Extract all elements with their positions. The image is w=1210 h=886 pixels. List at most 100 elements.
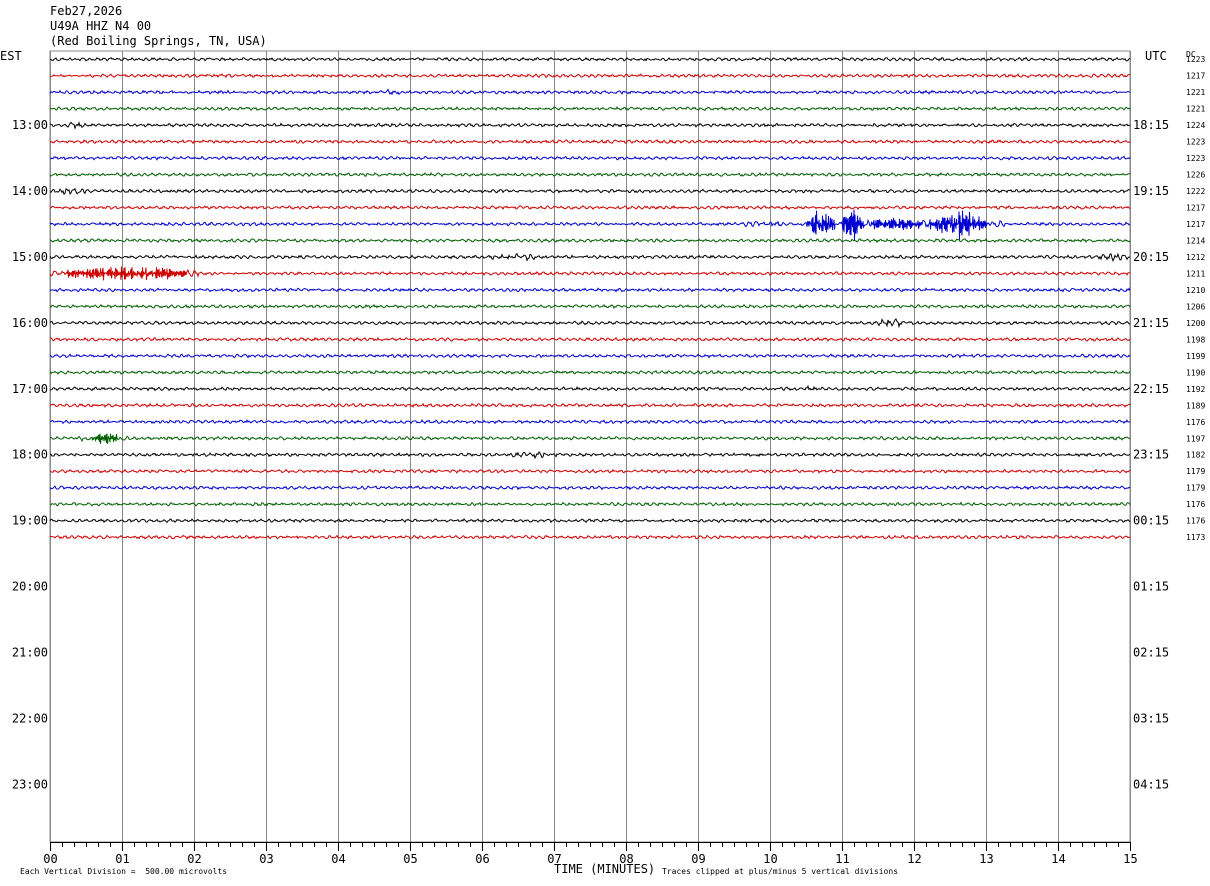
chart-location: (Red Boiling Springs, TN, USA) [50,34,267,48]
dc-offset-label: 1211 [1186,269,1205,278]
x-tick-label: 14 [1051,852,1065,866]
left-hour-label: 16:00 [12,316,48,330]
x-tick-label: 04 [331,852,345,866]
right-hour-label: 02:15 [1133,645,1169,659]
trace-row [49,209,1131,241]
trace-row [49,238,1131,244]
seismic-traces [49,56,1131,540]
right-hour-label: 01:15 [1133,580,1169,594]
dc-offset-label: 1223 [1186,138,1205,147]
trace-row [49,451,1131,460]
dc-offset-label: 1197 [1186,434,1205,443]
dc-offset-label: 1189 [1186,401,1205,410]
dc-offset-label: 1190 [1186,368,1205,377]
x-tick-label: 01 [115,852,129,866]
trace-row [49,106,1131,112]
right-hour-label: 21:15 [1133,316,1169,330]
trace-row [49,534,1131,540]
left-hour-label: 18:00 [12,448,48,462]
left-hour-label: 15:00 [12,250,48,264]
dc-offset-label: 1179 [1186,484,1205,493]
trace-row [49,485,1131,491]
grid-lines [49,50,1131,851]
dc-offset-label: 1217 [1186,220,1205,229]
left-hour-label: 13:00 [12,118,48,132]
x-tick-label: 06 [475,852,489,866]
right-hour-label: 03:15 [1133,711,1169,725]
dc-offset-label: 1221 [1186,88,1205,97]
trace-row [49,336,1131,342]
x-tick-label: 09 [691,852,705,866]
dc-offset-label: 1223 [1186,55,1205,64]
dc-offset-label: 1221 [1186,105,1205,114]
dc-offset-label: 1217 [1186,204,1205,213]
trace-row [49,318,1131,329]
trace-row [49,252,1131,263]
left-timezone-label: EST [0,49,22,63]
trace-row [49,353,1131,359]
trace-row [49,204,1131,211]
dc-offset-label: 1176 [1186,418,1205,427]
right-timezone-label: UTC [1145,49,1167,63]
x-tick-label: 15 [1123,852,1137,866]
trace-row [49,433,1131,444]
dc-offset-label: 1199 [1186,352,1205,361]
trace-row [49,155,1131,161]
dc-offset-label: 1217 [1186,72,1205,81]
trace-row [49,88,1131,96]
trace-row [49,501,1131,507]
dc-offset-label: 1210 [1186,286,1205,295]
dc-offset-label: 1176 [1186,517,1205,526]
x-tick-label: 10 [763,852,777,866]
x-tick-label: 12 [907,852,921,866]
left-hour-label: 19:00 [12,514,48,528]
trace-row [49,419,1131,425]
trace-row [49,303,1131,310]
dc-offset-label: 1222 [1186,187,1205,196]
x-tick-label: 07 [547,852,561,866]
trace-row [49,468,1131,474]
trace-row [49,56,1131,62]
x-tick-label: 05 [403,852,417,866]
trace-row [49,266,1131,281]
left-hour-label: 17:00 [12,382,48,396]
dc-offset-label: 1192 [1186,385,1205,394]
clip-note: Traces clipped at plus/minus 5 vertical … [662,867,899,876]
left-hour-label: 21:00 [12,645,48,659]
trace-row [49,171,1131,178]
trace-row [49,121,1131,130]
dc-offset-label: 1214 [1186,237,1205,246]
right-hour-label: 22:15 [1133,382,1169,396]
left-hour-label: 23:00 [12,777,48,791]
dc-offset-label: 1226 [1186,171,1205,180]
left-hour-label: 22:00 [12,711,48,725]
right-hour-label: 00:15 [1133,514,1169,528]
trace-row [49,73,1130,79]
x-tick-label: 13 [979,852,993,866]
axis-labels: 00 01 02 03 04 05 06 07 08 09 10 11 12 13 14 15 13:00 14:… [12,55,1206,866]
x-tick-label: 03 [259,852,273,866]
dc-offset-label: 1179 [1186,467,1205,476]
right-hour-label: 23:15 [1133,448,1169,462]
dc-offset-label: 1206 [1186,302,1205,311]
trace-row [49,187,1131,195]
dc-offset-label: 1200 [1186,319,1205,328]
dc-offset-label: 1223 [1186,154,1205,163]
plot-frame [49,50,1131,843]
dc-label: DC [1186,50,1196,59]
trace-row [49,139,1131,145]
x-tick-label: 08 [619,852,633,866]
dc-offset-label: 1224 [1186,121,1205,130]
chart-station: U49A HHZ N4 00 [50,19,152,33]
right-hour-label: 20:15 [1133,250,1169,264]
dc-offset-label: 1182 [1186,451,1205,460]
left-hour-label: 20:00 [12,580,48,594]
dc-offset-label: 1198 [1186,335,1205,344]
right-hour-label: 18:15 [1133,118,1169,132]
dc-offset-label: 1212 [1186,253,1205,262]
right-hour-label: 04:15 [1133,777,1169,791]
left-hour-label: 14:00 [12,184,48,198]
right-hour-label: 19:15 [1133,184,1169,198]
x-tick-label: 00 [43,852,57,866]
